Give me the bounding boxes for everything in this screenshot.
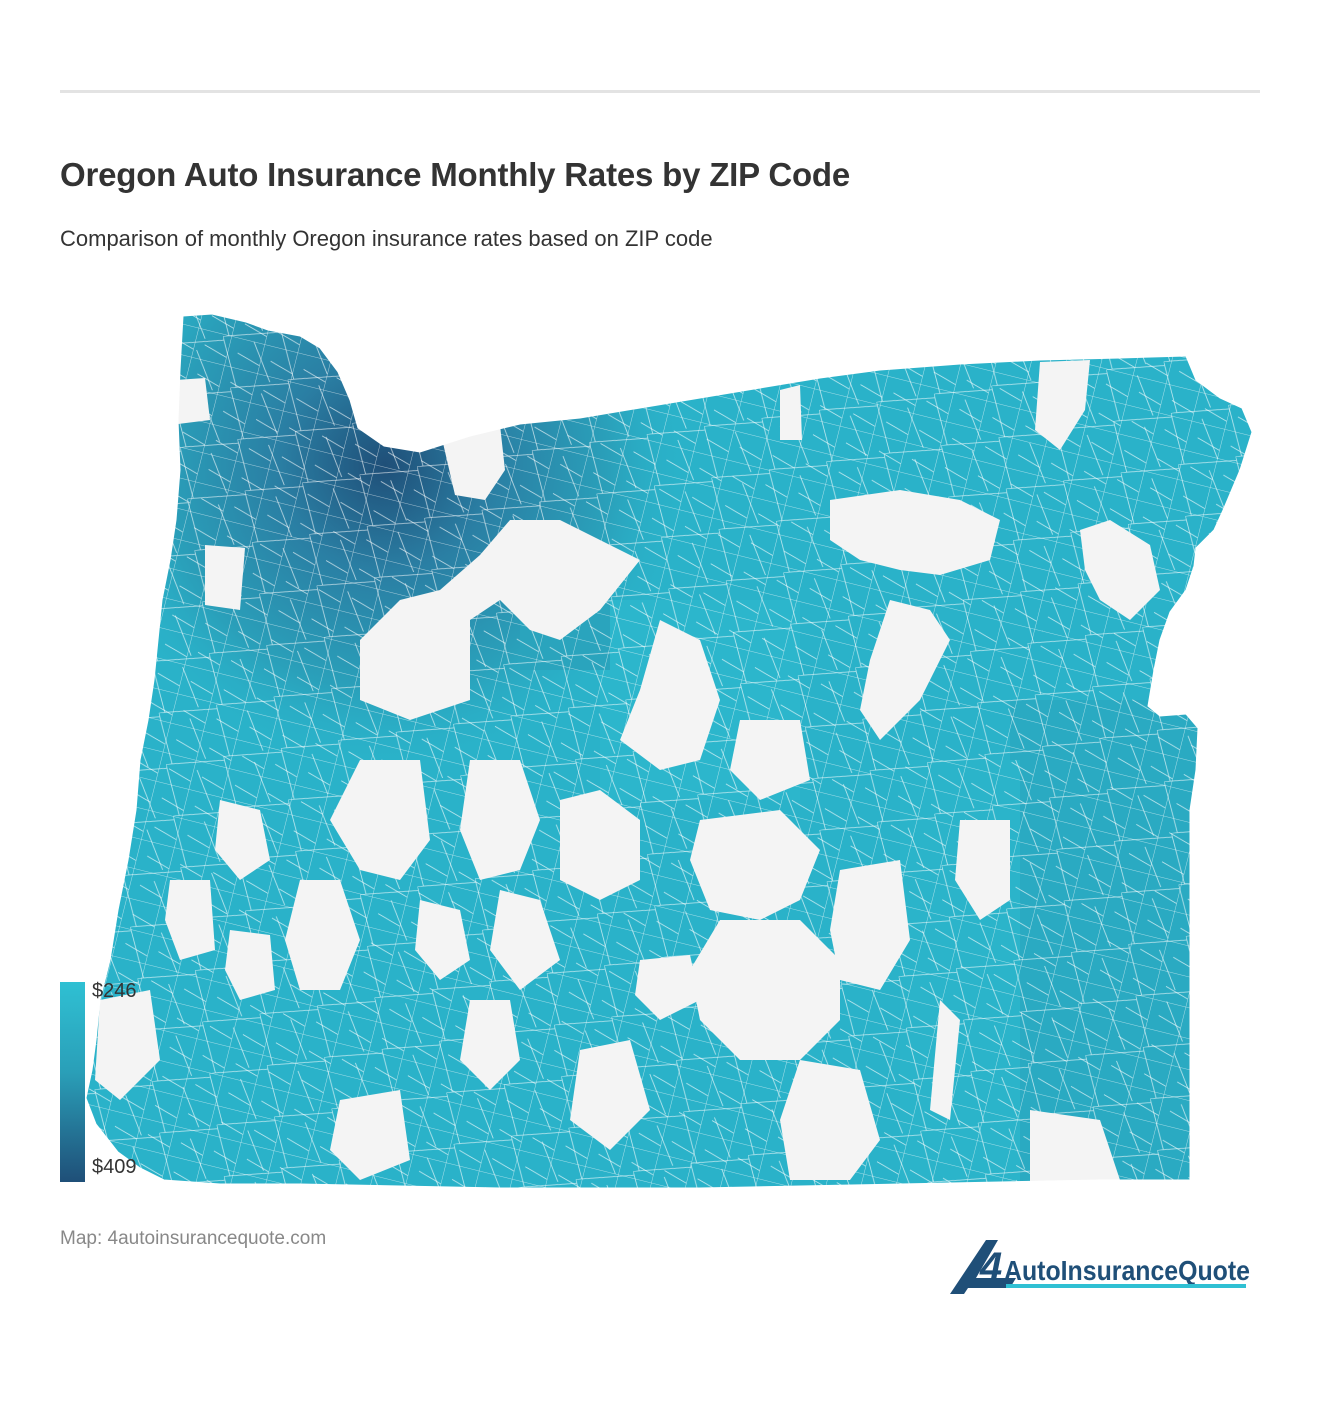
map-source: Map: 4autoinsurancequote.com [60, 1228, 327, 1249]
logo-wordmark: AutoInsuranceQuote [1004, 1255, 1250, 1286]
legend-color-scale [60, 982, 85, 1182]
legend-max-label: $409 [92, 1156, 137, 1178]
page-subtitle: Comparison of monthly Oregon insurance r… [60, 226, 713, 251]
top-divider [60, 90, 1260, 93]
brand-logo: 4 AutoInsuranceQuote [950, 1240, 1250, 1294]
oregon-zip-map [85, 313, 1253, 1189]
no-data-areas [95, 360, 1160, 1182]
page-title: Oregon Auto Insurance Monthly Rates by Z… [60, 156, 851, 193]
state-fill [86, 314, 1252, 1188]
state-outline [85, 313, 1253, 1189]
logo-digit: 4 [979, 1245, 1002, 1289]
legend-min-label: $246 [92, 980, 137, 1002]
